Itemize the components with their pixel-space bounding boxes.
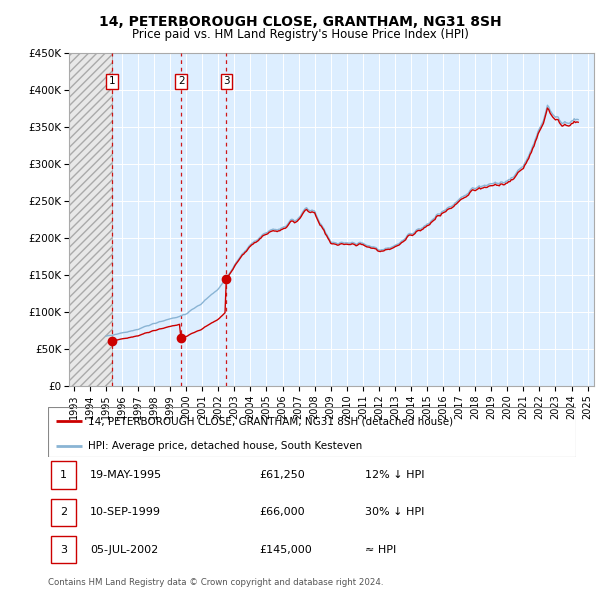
Text: 1: 1 [109,77,115,86]
Text: £66,000: £66,000 [259,507,305,517]
Text: 10-SEP-1999: 10-SEP-1999 [90,507,161,517]
Text: ≈ HPI: ≈ HPI [365,545,396,555]
Text: 1: 1 [60,470,67,480]
Bar [69,53,112,386]
Text: Price paid vs. HM Land Registry's House Price Index (HPI): Price paid vs. HM Land Registry's House … [131,28,469,41]
Bar [50,536,76,563]
Text: 14, PETERBOROUGH CLOSE, GRANTHAM, NG31 8SH: 14, PETERBOROUGH CLOSE, GRANTHAM, NG31 8… [98,15,502,29]
Text: 3: 3 [223,77,230,86]
Text: £145,000: £145,000 [259,545,312,555]
Text: Contains HM Land Registry data © Crown copyright and database right 2024.: Contains HM Land Registry data © Crown c… [48,578,383,586]
Text: 30% ↓ HPI: 30% ↓ HPI [365,507,424,517]
Text: 2: 2 [178,77,185,86]
Text: 12% ↓ HPI: 12% ↓ HPI [365,470,424,480]
Text: 2: 2 [60,507,67,517]
Text: HPI: Average price, detached house, South Kesteven: HPI: Average price, detached house, Sout… [88,441,362,451]
Text: 14, PETERBOROUGH CLOSE, GRANTHAM, NG31 8SH (detached house): 14, PETERBOROUGH CLOSE, GRANTHAM, NG31 8… [88,416,453,426]
Text: 05-JUL-2002: 05-JUL-2002 [90,545,158,555]
Bar [50,499,76,526]
Text: 3: 3 [60,545,67,555]
Text: £61,250: £61,250 [259,470,305,480]
Text: 19-MAY-1995: 19-MAY-1995 [90,470,163,480]
Bar [50,461,76,489]
